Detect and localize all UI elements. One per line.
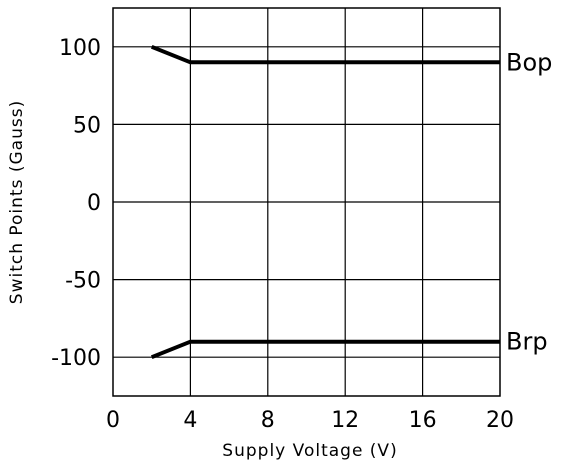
x-tick-label: 20	[486, 408, 514, 433]
x-tick-label: 8	[261, 408, 275, 433]
series-label-bop: Bop	[506, 48, 552, 76]
x-tick-label: 0	[106, 408, 120, 433]
y-tick-label: -100	[51, 346, 101, 371]
y-axis-label: Switch Points (Gauss)	[7, 100, 27, 304]
series-label-brp: Brp	[506, 328, 548, 356]
grid-layer	[112, 7, 501, 397]
y-tick-label: 0	[87, 191, 101, 216]
y-tick-label: 100	[59, 36, 101, 61]
x-axis-label: Supply Voltage (V)	[222, 441, 397, 461]
x-tick-label: 16	[409, 408, 437, 433]
series-line-bop	[150, 44, 500, 65]
y-tick-label: -50	[65, 269, 101, 294]
series-layer: Bop Brp	[150, 44, 552, 360]
series-line-brp	[150, 339, 500, 360]
tick-labels: 0 4 8 12 16 20 100 50 0 -50 -100	[51, 36, 514, 433]
labels-layer: Supply Voltage (V) Switch Points (Gauss)	[7, 100, 397, 461]
x-tick-label: 12	[331, 408, 359, 433]
y-tick-label: 50	[73, 113, 101, 138]
x-tick-label: 4	[183, 408, 197, 433]
